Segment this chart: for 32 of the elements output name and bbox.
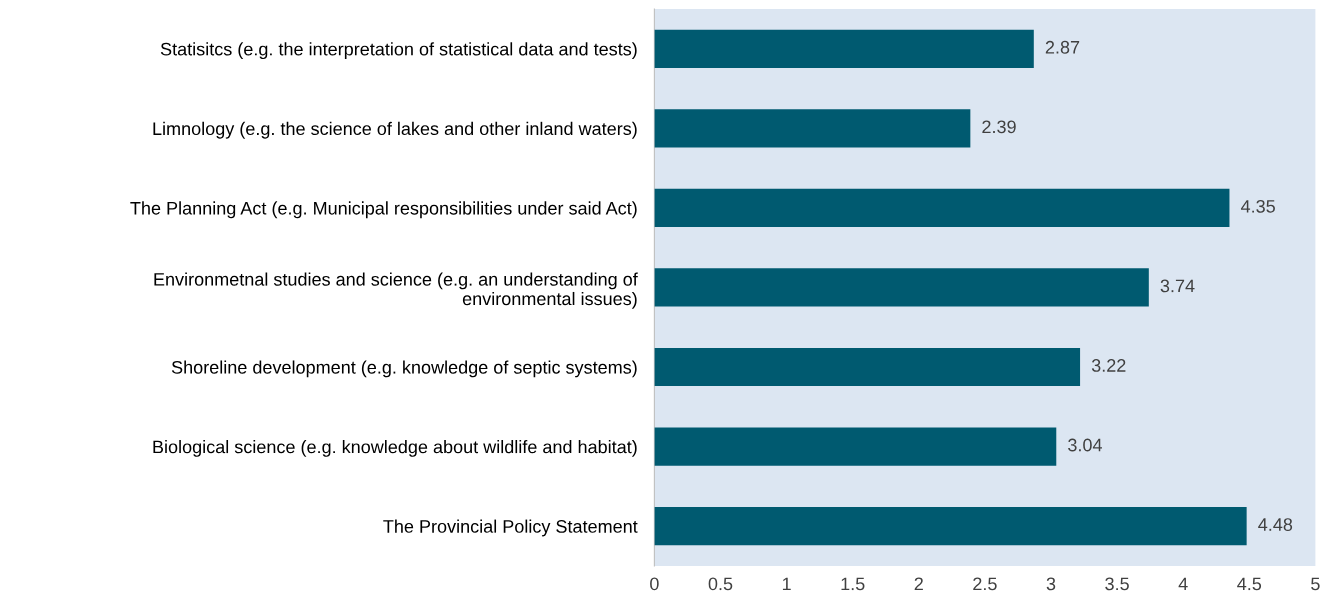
bar [654,109,971,148]
bar [654,347,1081,387]
bar [654,427,1057,466]
bar [654,29,1034,68]
bar [654,268,1149,307]
y-tick-label: The Planning Act (e.g. Municipal responsibilities under said Act) [130,201,637,219]
bar [654,507,1247,546]
y-tick-label: Shoreline development (e.g. knowledge of septic systems) [171,360,637,378]
x-tick-label: 1.5 [841,577,865,591]
x-tick-label: 3 [1046,577,1056,591]
x-tick-label: 1 [782,577,791,591]
x-tick-label: 2 [914,577,923,591]
x-tick-label: 5 [1311,577,1320,591]
data-label: 4.35 [1240,199,1275,213]
y-tick-label: Limnology (e.g. the science of lakes and other inland waters) [153,121,637,139]
x-tick-label: 3.5 [1105,577,1129,591]
y-tick-label: Biological science (e.g. knowledge about wildlife and habitat) [153,440,637,457]
data-label: 2.87 [1045,40,1080,54]
x-tick-label: 2.5 [973,577,997,591]
x-tick-label: 4 [1178,577,1188,591]
data-label: 3.04 [1068,438,1102,452]
bar [654,188,1230,227]
data-label: 4.48 [1258,518,1293,531]
x-tick-label: 0 [650,577,659,591]
data-label: 3.74 [1160,279,1195,293]
data-label: 2.39 [982,120,1016,134]
y-tick-label: Environmetnal studies and science (e.g. an understanding of environmental issues) [154,272,638,309]
x-tick-label: 4.5 [1237,577,1262,591]
y-tick-label: Statisitcs (e.g. the interpretation of statistical data and tests) [160,42,637,60]
y-tick-label: The Provincial Policy Statement [383,519,638,537]
x-tick-label: 0.5 [708,577,733,591]
data-label: 3.22 [1091,359,1126,372]
